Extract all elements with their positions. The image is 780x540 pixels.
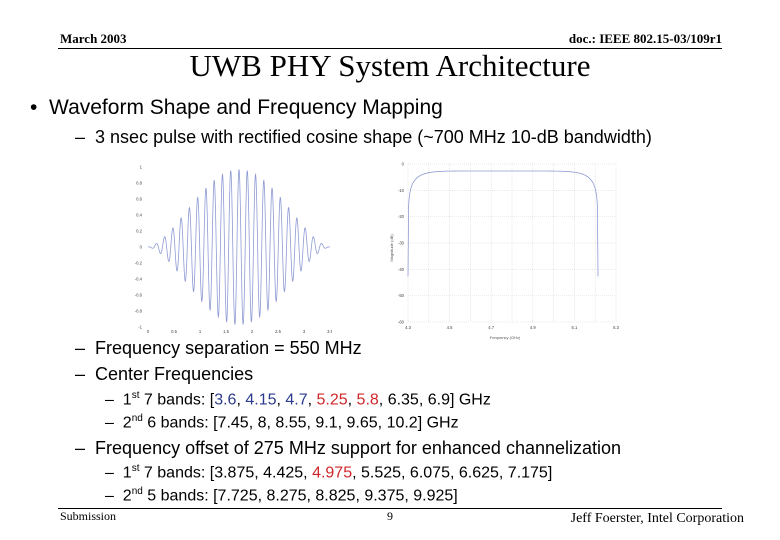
spectrum-ytick: 0 bbox=[402, 162, 405, 167]
spectrum-xlabel: Frequency (GHz) bbox=[490, 335, 521, 340]
slide-title: UWB PHY System Architecture bbox=[189, 48, 591, 83]
band7-label: 7 bands: [ bbox=[139, 391, 215, 409]
header-date: March 2003 bbox=[60, 31, 127, 46]
waveform-ytick: -0.6 bbox=[135, 293, 143, 298]
waveform-plot: 1 0.8 0.6 0.4 0.2 0 -0.2 -0.4 -0.6 -0.8 -1 0 0.5 1 1.… bbox=[135, 165, 332, 335]
off7-sup: st bbox=[131, 463, 140, 474]
spectrum-ytick: -40 bbox=[398, 267, 405, 272]
waveform-ytick: 0 bbox=[140, 245, 143, 250]
dash-glyph: – bbox=[75, 338, 86, 358]
header-rule bbox=[58, 48, 722, 49]
waveform-yticks: 1 0.8 0.6 0.4 0.2 0 -0.2 -0.4 -0.6 -0.8 -1 bbox=[135, 165, 143, 330]
waveform-ytick: 1 bbox=[140, 165, 143, 170]
off7-prefix: 1 bbox=[122, 464, 132, 482]
spectrum-xtick: 4.5 bbox=[447, 325, 453, 330]
waveform-xtick: 3.5 bbox=[327, 329, 332, 334]
waveform-xticks: 0 0.5 1 1.5 2 2.5 3 3.5 bbox=[147, 329, 332, 334]
spectrum-xtick: 5.1 bbox=[571, 325, 577, 330]
off7-b: , 5.525, 6.075, 6.625, 7.175] bbox=[352, 464, 553, 482]
spectrum-ytick: -30 bbox=[398, 241, 405, 246]
band7-value-9: , 6.35, 6.9] GHz bbox=[378, 391, 491, 409]
spectrum-xtick: 4.7 bbox=[488, 325, 494, 330]
bullet-off5: – 2nd 5 bands: [7.725, 8.275, 8.825, 9.3… bbox=[105, 486, 458, 505]
bullet-center-freqs: – Center Frequencies bbox=[75, 364, 253, 385]
footer-submission: Submission bbox=[60, 509, 117, 523]
offset-text: Frequency offset of 275 MHz support for … bbox=[95, 438, 622, 458]
band7-prefix: 1 bbox=[122, 391, 132, 409]
waveform-ytick: -1 bbox=[138, 325, 142, 330]
band7-value-6: 5.25 bbox=[316, 391, 348, 409]
dash-glyph: – bbox=[75, 364, 86, 384]
bullet-band6: – 2nd 6 bands: [7.45, 8, 8.55, 9.1, 9.65… bbox=[105, 413, 459, 432]
band7-value-4: 4.7 bbox=[285, 391, 308, 409]
bullet-glyph: • bbox=[30, 96, 38, 119]
waveform-ytick: 0.4 bbox=[136, 213, 142, 218]
footer-rule bbox=[58, 508, 722, 509]
band7-value-8: 5.8 bbox=[356, 391, 379, 409]
bullet-main-text: Waveform Shape and Frequency Mapping bbox=[49, 96, 443, 119]
waveform-ytick: -0.8 bbox=[135, 309, 143, 314]
dash-glyph: – bbox=[75, 127, 86, 147]
spectrum-ytick: -20 bbox=[398, 214, 405, 219]
bullet-band7: – 1st 7 bands: [3.6, 4.15, 4.7, 5.25, 5.… bbox=[105, 390, 491, 409]
waveform-ytick: 0.6 bbox=[136, 197, 142, 202]
waveform-xtick: 2 bbox=[251, 329, 254, 334]
waveform-line bbox=[147, 169, 331, 325]
band7-sup: st bbox=[131, 390, 140, 401]
dash-glyph: – bbox=[75, 438, 86, 458]
spectrum-line bbox=[407, 170, 599, 277]
footer-page-number: 9 bbox=[387, 509, 393, 523]
band6-prefix: 2 bbox=[122, 414, 132, 432]
spectrum-xticks: 4.3 4.5 4.7 4.9 5.1 5.3 bbox=[405, 325, 619, 330]
waveform-ytick: 0.2 bbox=[136, 229, 142, 234]
band6-sup: nd bbox=[131, 413, 143, 424]
waveform-xtick: 1.5 bbox=[223, 329, 229, 334]
spectrum-xtick: 4.9 bbox=[530, 325, 536, 330]
band7-value-1: , bbox=[236, 391, 246, 409]
bullet-pulse: – 3 nsec pulse with rectified cosine sha… bbox=[75, 127, 652, 148]
bullet-pulse-text: 3 nsec pulse with rectified cosine shape… bbox=[95, 127, 652, 147]
dash-glyph: – bbox=[105, 464, 114, 482]
spectrum-xtick: 4.3 bbox=[405, 325, 411, 330]
spectrum-ytick: -60 bbox=[398, 320, 405, 325]
band7-values: 3.6, 4.15, 4.7, 5.25, 5.8, 6.35, 6.9] GH… bbox=[214, 391, 491, 408]
spectrum-ytick: -10 bbox=[398, 188, 405, 193]
dash-glyph: – bbox=[105, 391, 114, 409]
freq-sep-text: Frequency separation = 550 MHz bbox=[95, 338, 362, 358]
spectrum-ylabel: Magnitude (dB) bbox=[390, 234, 394, 262]
waveform-xtick: 0 bbox=[147, 329, 150, 334]
header-doc-id: doc.: IEEE 802.15-03/109r1 bbox=[568, 31, 722, 46]
off5-sup: nd bbox=[131, 486, 143, 497]
band6-rest: 6 bands: [7.45, 8, 8.55, 9.1, 9.65, 10.2… bbox=[142, 414, 459, 432]
band7-value-5: , bbox=[307, 391, 317, 409]
waveform-xtick: 0.5 bbox=[171, 329, 177, 334]
spectrum-xtick: 5.3 bbox=[613, 325, 619, 330]
waveform-ytick: -0.2 bbox=[135, 261, 143, 266]
off5-rest: 5 bands: [7.725, 8.275, 8.825, 9.375, 9.… bbox=[142, 487, 458, 505]
off5-prefix: 2 bbox=[122, 487, 132, 505]
waveform-xtick: 2.5 bbox=[275, 329, 281, 334]
footer-author: Jeff Foerster, Intel Corporation bbox=[570, 511, 744, 526]
spectrum-grid bbox=[407, 163, 617, 323]
off7-a: 7 bands: [3.875, 4.425, bbox=[139, 464, 313, 482]
center-freqs-text: Center Frequencies bbox=[95, 364, 254, 384]
bullet-freq-sep: – Frequency separation = 550 MHz bbox=[75, 338, 362, 359]
waveform-xtick: 1 bbox=[199, 329, 202, 334]
dash-glyph: – bbox=[105, 414, 114, 432]
bullet-main: • Waveform Shape and Frequency Mapping bbox=[30, 96, 443, 120]
bullet-off7: – 1st 7 bands: [3.875, 4.425, 4.975, 5.5… bbox=[105, 463, 552, 482]
band7-value-2: 4.15 bbox=[245, 391, 277, 409]
waveform-xtick: 3 bbox=[303, 329, 306, 334]
waveform-ytick: -0.4 bbox=[135, 277, 143, 282]
bullet-offset: – Frequency offset of 275 MHz support fo… bbox=[75, 438, 621, 459]
spectrum-ytick: -50 bbox=[398, 293, 405, 298]
spectrum-yticks: 0 -10 -20 -30 -40 -50 -60 bbox=[398, 162, 405, 325]
band7-value-7: , bbox=[347, 391, 357, 409]
spectrum-plot: 0 -10 -20 -30 -40 -50 -60 4.3 4.5 4.7 4.9 5.1 5.3 F… bbox=[390, 162, 620, 341]
band7-value-3: , bbox=[276, 391, 286, 409]
waveform-ytick: 0.8 bbox=[136, 181, 142, 186]
band7-value-0: 3.6 bbox=[214, 391, 237, 409]
off7-red: 4.975 bbox=[312, 464, 353, 482]
dash-glyph: – bbox=[105, 487, 114, 505]
